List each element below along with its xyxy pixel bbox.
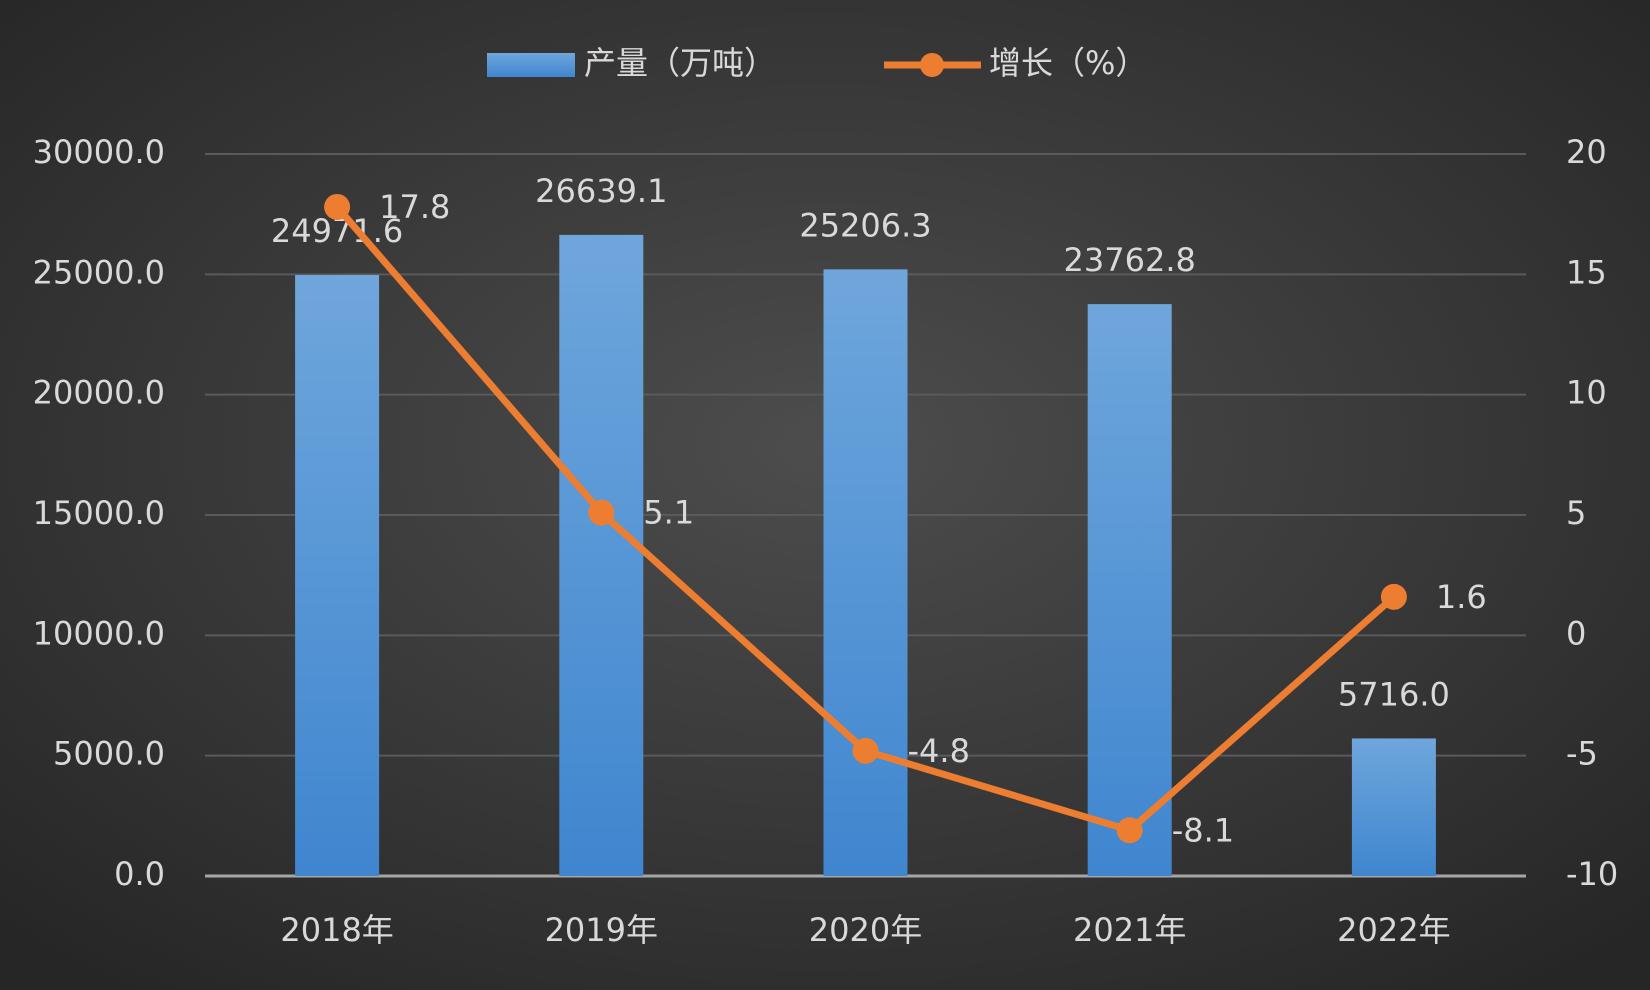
bar bbox=[295, 275, 380, 876]
bar bbox=[559, 234, 644, 876]
bar bbox=[1087, 304, 1172, 876]
line-value-label: 5.1 bbox=[643, 494, 694, 532]
bar-value-label: 25206.3 bbox=[799, 206, 931, 244]
line-marker bbox=[1380, 583, 1407, 610]
y2-tick-label: -10 bbox=[1566, 855, 1618, 893]
legend-label: 产量（万吨） bbox=[584, 44, 776, 82]
x-tick-label: 2020年 bbox=[809, 911, 922, 949]
x-tick-label: 2021年 bbox=[1073, 911, 1186, 949]
bar bbox=[823, 269, 908, 876]
y-tick-label: 20000.0 bbox=[33, 374, 165, 412]
bar bbox=[1351, 738, 1436, 876]
x-tick-label: 2022年 bbox=[1337, 911, 1450, 949]
y2-tick-label: 15 bbox=[1566, 253, 1607, 291]
y2-tick-label: -5 bbox=[1566, 735, 1598, 773]
line-marker bbox=[324, 193, 351, 220]
y-tick-label: 15000.0 bbox=[33, 494, 165, 532]
y-tick-label: 25000.0 bbox=[33, 253, 165, 291]
bar-value-label: 26639.1 bbox=[535, 172, 667, 210]
y-tick-label: 30000.0 bbox=[33, 133, 165, 171]
line-marker bbox=[588, 499, 615, 526]
bar-value-label: 5716.0 bbox=[1338, 675, 1450, 713]
line-value-label: 1.6 bbox=[1436, 578, 1487, 616]
x-tick-label: 2018年 bbox=[280, 911, 393, 949]
x-tick-label: 2019年 bbox=[545, 911, 658, 949]
y2-tick-label: 0 bbox=[1566, 614, 1586, 652]
line-marker bbox=[852, 737, 879, 764]
y2-tick-label: 10 bbox=[1566, 374, 1607, 412]
legend-label: 增长（%） bbox=[989, 44, 1147, 82]
y2-tick-label: 20 bbox=[1566, 133, 1607, 171]
y-tick-label: 5000.0 bbox=[53, 735, 165, 773]
line-marker bbox=[1116, 817, 1143, 844]
y-tick-label: 10000.0 bbox=[33, 614, 165, 652]
line-value-label: 17.8 bbox=[379, 188, 450, 226]
y2-tick-label: 5 bbox=[1566, 494, 1586, 532]
y-tick-label: 0.0 bbox=[114, 855, 165, 893]
line-value-label: -4.8 bbox=[908, 732, 970, 770]
bar-value-label: 23762.8 bbox=[1064, 241, 1196, 279]
legend-swatch bbox=[487, 53, 575, 77]
line-value-label: -8.1 bbox=[1172, 811, 1234, 849]
legend-marker bbox=[920, 53, 944, 77]
